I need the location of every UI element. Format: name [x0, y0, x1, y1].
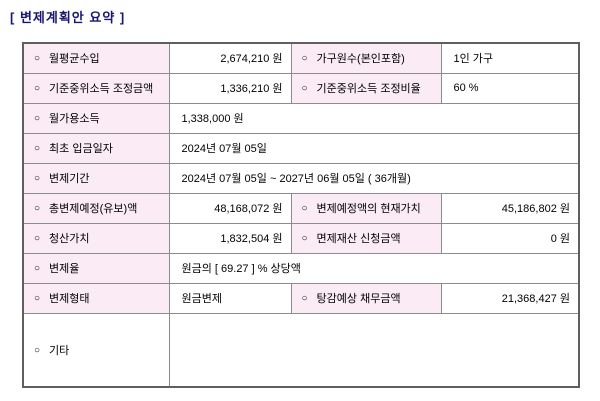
table-row: ○ 월가용소득 1,338,000 원 — [22, 102, 580, 134]
circle-bullet-icon: ○ — [34, 263, 41, 274]
circle-bullet-icon: ○ — [34, 113, 41, 124]
table-row: ○ 변제형태 원금변제 ○ 탕감예상 채무금액 21,368,427 원 — [22, 282, 580, 314]
circle-bullet-icon: ○ — [34, 143, 41, 154]
label-etc: ○ 기타 — [22, 312, 170, 388]
value-median-income-adjust-ratio: 60 % — [440, 72, 580, 104]
table-row: ○ 월평균수입 2,674,210 원 ○ 가구원수(본인포함) 1인 가구 — [22, 42, 580, 74]
table-row: ○ 변제기간 2024년 07월 05일 ~ 2027년 06월 05일 ( 36… — [22, 162, 580, 194]
circle-bullet-icon: ○ — [34, 203, 41, 214]
table-row: ○ 기타 — [22, 312, 580, 388]
label-repayment-rate: ○ 변제율 — [22, 252, 170, 284]
label-household-size: ○ 가구원수(본인포함) — [290, 42, 442, 74]
label-text: 변제율 — [49, 263, 80, 275]
label-total-planned-repayment: ○ 총변제예정(유보)액 — [22, 192, 170, 224]
label-text: 기준중위소득 조정금액 — [49, 83, 154, 95]
label-repayment-type: ○ 변제형태 — [22, 282, 170, 314]
label-median-income-adjusted-amount: ○ 기준중위소득 조정금액 — [22, 72, 170, 104]
label-text: 변제기간 — [49, 173, 90, 185]
circle-bullet-icon: ○ — [34, 53, 41, 65]
value-median-income-adjusted-amount: 1,336,210 원 — [168, 72, 292, 104]
value-first-deposit-date: 2024년 07월 05일 — [168, 132, 580, 164]
label-expected-forgiven-debt: ○ 탕감예상 채무금액 — [290, 282, 442, 314]
label-repayment-period: ○ 변제기간 — [22, 162, 170, 194]
label-text: 최초 입금일자 — [49, 143, 113, 155]
summary-table: ○ 월평균수입 2,674,210 원 ○ 가구원수(본인포함) 1인 가구 ○ 기준… — [22, 42, 580, 388]
value-present-value-of-repayment: 45,186,802 원 — [440, 192, 580, 224]
label-text: 변제예정액의 현재가치 — [316, 203, 421, 215]
circle-bullet-icon: ○ — [34, 173, 41, 184]
value-monthly-disposable-income: 1,338,000 원 — [168, 102, 580, 134]
label-text: 기준중위소득 조정비율 — [316, 83, 421, 95]
value-repayment-rate: 원금의 [ 69.27 ] % 상당액 — [168, 252, 580, 284]
value-repayment-type: 원금변제 — [168, 282, 292, 314]
label-present-value-of-repayment: ○ 변제예정액의 현재가치 — [290, 192, 442, 224]
label-monthly-disposable-income: ○ 월가용소득 — [22, 102, 170, 134]
table-row: ○ 기준중위소득 조정금액 1,336,210 원 ○ 기준중위소득 조정비율 60… — [22, 72, 580, 104]
circle-bullet-icon: ○ — [34, 83, 41, 94]
label-liquidation-value: ○ 청산가치 — [22, 222, 170, 254]
label-text: 월평균수입 — [49, 53, 100, 66]
page-title: [ 변제계획안 요약 ] — [10, 10, 126, 25]
label-text: 기타 — [49, 344, 70, 357]
value-household-size: 1인 가구 — [440, 42, 580, 74]
value-liquidation-value: 1,832,504 원 — [168, 222, 292, 254]
circle-bullet-icon: ○ — [301, 293, 308, 304]
value-etc — [168, 312, 580, 388]
label-text: 청산가치 — [49, 233, 90, 245]
value-exempt-property-request: 0 원 — [440, 222, 580, 254]
label-first-deposit-date: ○ 최초 입금일자 — [22, 132, 170, 164]
value-expected-forgiven-debt: 21,368,427 원 — [440, 282, 580, 314]
value-repayment-period: 2024년 07월 05일 ~ 2027년 06월 05일 ( 36개월) — [168, 162, 580, 194]
label-text: 총변제예정(유보)액 — [49, 203, 138, 215]
circle-bullet-icon: ○ — [301, 203, 308, 214]
table-row: ○ 변제율 원금의 [ 69.27 ] % 상당액 — [22, 252, 580, 284]
circle-bullet-icon: ○ — [301, 83, 308, 94]
label-text: 탕감예상 채무금액 — [316, 293, 401, 305]
circle-bullet-icon: ○ — [34, 344, 41, 356]
table-row: ○ 최초 입금일자 2024년 07월 05일 — [22, 132, 580, 164]
label-monthly-average-income: ○ 월평균수입 — [22, 42, 170, 74]
label-text: 면제재산 신청금액 — [316, 233, 401, 245]
label-text: 가구원수(본인포함) — [316, 53, 405, 66]
circle-bullet-icon: ○ — [34, 233, 41, 244]
table-row: ○ 청산가치 1,832,504 원 ○ 면제재산 신청금액 0 원 — [22, 222, 580, 254]
value-total-planned-repayment: 48,168,072 원 — [168, 192, 292, 224]
table-row: ○ 총변제예정(유보)액 48,168,072 원 ○ 변제예정액의 현재가치 45… — [22, 192, 580, 224]
label-text: 월가용소득 — [49, 113, 100, 125]
circle-bullet-icon: ○ — [301, 53, 308, 65]
label-text: 변제형태 — [49, 293, 90, 305]
label-median-income-adjust-ratio: ○ 기준중위소득 조정비율 — [290, 72, 442, 104]
value-monthly-average-income: 2,674,210 원 — [168, 42, 292, 74]
circle-bullet-icon: ○ — [301, 233, 308, 244]
circle-bullet-icon: ○ — [34, 293, 41, 304]
label-exempt-property-request: ○ 면제재산 신청금액 — [290, 222, 442, 254]
